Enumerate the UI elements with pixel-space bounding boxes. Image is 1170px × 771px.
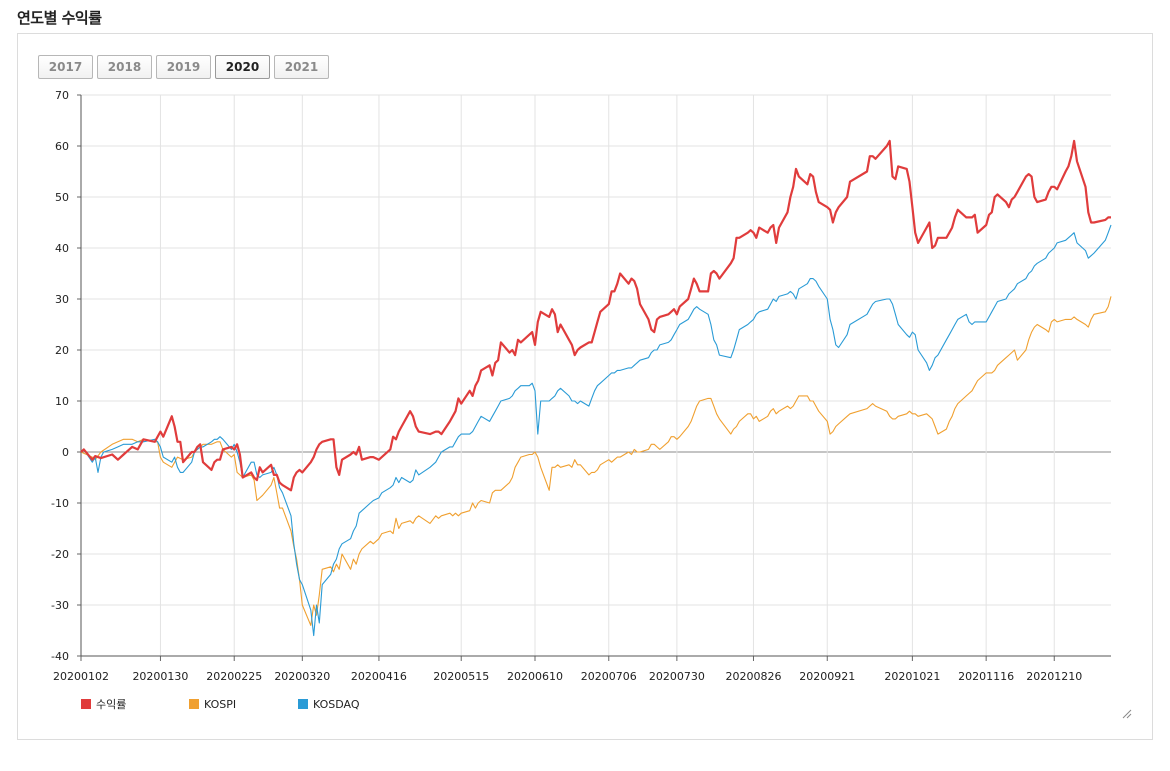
y-tick-label: 0 bbox=[62, 446, 69, 459]
x-tick-label: 20201021 bbox=[884, 670, 940, 683]
x-tick-label: 20200102 bbox=[53, 670, 109, 683]
x-tick-label: 20200225 bbox=[206, 670, 262, 683]
series-line-kospi bbox=[80, 296, 1112, 626]
x-tick-label: 20200921 bbox=[799, 670, 855, 683]
y-tick-label: 70 bbox=[55, 89, 69, 102]
x-tick-label: 20200610 bbox=[507, 670, 563, 683]
x-tick-label: 20200706 bbox=[581, 670, 637, 683]
year-tab-2020[interactable]: 2020 bbox=[215, 55, 270, 79]
y-tick-label: -20 bbox=[51, 548, 69, 561]
y-tick-label: 60 bbox=[55, 140, 69, 153]
y-tick-label: 10 bbox=[55, 395, 69, 408]
legend-item-return-label: 수익률 bbox=[96, 698, 126, 711]
x-tick-label: 20200130 bbox=[132, 670, 188, 683]
y-tick-label: 20 bbox=[55, 344, 69, 357]
legend-item-kospi-label: KOSPI bbox=[204, 698, 236, 711]
x-tick-label: 20200320 bbox=[274, 670, 330, 683]
y-tick-label: 40 bbox=[55, 242, 69, 255]
year-tabs: 2017 2018 2019 2020 2021 bbox=[38, 55, 329, 79]
x-tick-label: 20201210 bbox=[1026, 670, 1082, 683]
year-tab-2017[interactable]: 2017 bbox=[38, 55, 93, 79]
x-tick-label: 20200416 bbox=[351, 670, 407, 683]
y-tick-label: -10 bbox=[51, 497, 69, 510]
y-tick-label: -30 bbox=[51, 599, 69, 612]
year-tab-2018[interactable]: 2018 bbox=[97, 55, 152, 79]
series-line-return bbox=[80, 139, 1111, 492]
legend-item-kosdaq-swatch bbox=[298, 699, 308, 709]
y-tick-label: 50 bbox=[55, 191, 69, 204]
legend-item-return-swatch bbox=[81, 699, 91, 709]
x-tick-label: 20200730 bbox=[649, 670, 705, 683]
legend-item-kospi-swatch bbox=[189, 699, 199, 709]
x-tick-label: 20201116 bbox=[958, 670, 1014, 683]
chart-panel: 2017 2018 2019 2020 2021 bbox=[17, 33, 1153, 740]
y-tick-label: -40 bbox=[51, 650, 69, 663]
series-line-kosdaq bbox=[80, 224, 1112, 637]
year-tab-2021[interactable]: 2021 bbox=[274, 55, 329, 79]
x-tick-label: 20200826 bbox=[725, 670, 781, 683]
year-tab-2019[interactable]: 2019 bbox=[156, 55, 211, 79]
legend-item-kosdaq-label: KOSDAQ bbox=[313, 698, 360, 711]
y-tick-label: 30 bbox=[55, 293, 69, 306]
page-title: 연도별 수익률 bbox=[17, 9, 102, 27]
x-tick-label: 20200515 bbox=[433, 670, 489, 683]
resize-handle-icon[interactable] bbox=[1122, 709, 1132, 719]
